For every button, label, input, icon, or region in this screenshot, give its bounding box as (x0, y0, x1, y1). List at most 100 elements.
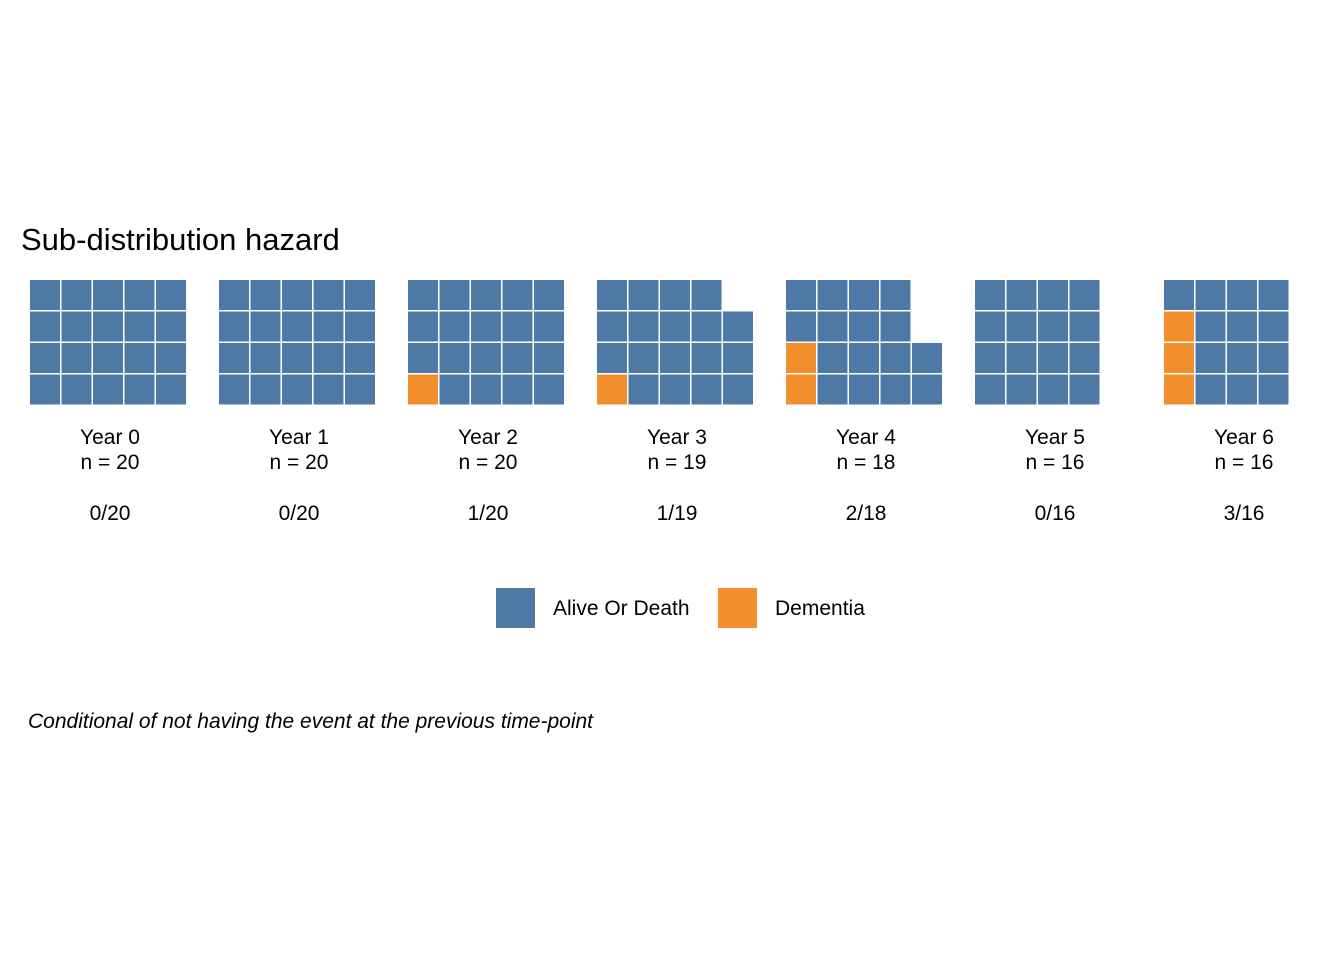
panel-year-6: Year 6 n = 16 3/16 (1164, 280, 1344, 530)
legend: Alive Or Death Dementia (0, 588, 1344, 628)
waffle-tile-alive-or-death (628, 343, 659, 373)
waffle-tile-alive-or-death (61, 374, 92, 405)
waffle-tile-dementia (597, 374, 627, 405)
waffle-tile-alive-or-death (219, 343, 249, 373)
waffle-tile-alive-or-death (61, 280, 92, 310)
waffle-tile-alive-or-death (502, 311, 533, 342)
panel-year-4: Year 4 n = 18 2/18 (786, 280, 986, 530)
waffle-tile-alive-or-death (975, 280, 1005, 310)
waffle-grid-year-4 (786, 280, 942, 405)
waffle-tile-alive-or-death (345, 374, 375, 405)
waffle-tile-alive-or-death (880, 280, 911, 310)
waffle-tile-alive-or-death (1195, 280, 1226, 310)
waffle-tile-alive-or-death (975, 343, 1005, 373)
waffle-tile-alive-or-death (124, 343, 155, 373)
waffle-grid-year-0 (30, 280, 186, 405)
waffle-tile-alive-or-death (61, 311, 92, 342)
waffle-tile-alive-or-death (219, 374, 249, 405)
waffle-tile-alive-or-death (534, 311, 564, 342)
waffle-tile-alive-or-death (219, 311, 249, 342)
waffle-tile-alive-or-death (93, 374, 123, 405)
waffle-tile-alive-or-death (1069, 311, 1100, 342)
waffle-tile-alive-or-death (439, 280, 470, 310)
waffle-tile-alive-or-death (1227, 374, 1257, 405)
panel-fraction-label: 3/16 (1223, 502, 1265, 525)
waffle-tile-alive-or-death (817, 343, 848, 373)
waffle-tile-alive-or-death (1038, 374, 1068, 405)
waffle-tile-alive-or-death (691, 311, 722, 342)
waffle-tile-alive-or-death (1038, 343, 1068, 373)
waffle-tile-alive-or-death (156, 343, 186, 373)
waffle-tile-alive-or-death (849, 311, 879, 342)
panel-year-label: Year 3 (647, 426, 707, 449)
waffle-tile-alive-or-death (880, 343, 911, 373)
waffle-tile-alive-or-death (124, 374, 155, 405)
waffle-tile-alive-or-death (1227, 343, 1257, 373)
waffle-tile-alive-or-death (250, 311, 281, 342)
waffle-tile-alive-or-death (660, 343, 690, 373)
waffle-tile-alive-or-death (313, 280, 344, 310)
waffle-tile-alive-or-death (1258, 374, 1289, 405)
waffle-tile-alive-or-death (1038, 280, 1068, 310)
waffle-tile-alive-or-death (250, 343, 281, 373)
panel-year-label: Year 1 (269, 426, 329, 449)
waffle-tile-alive-or-death (597, 280, 627, 310)
waffle-tile-alive-or-death (660, 374, 690, 405)
waffle-tile-alive-or-death (817, 311, 848, 342)
waffle-tile-alive-or-death (471, 374, 501, 405)
waffle-grid-year-5 (975, 280, 1100, 405)
panel-fraction-label: 2/18 (845, 502, 887, 525)
panel-n-label: n = 16 (1214, 451, 1274, 474)
panel-year-5: Year 5 n = 16 0/16 (975, 280, 1175, 530)
chart-title: Sub-distribution hazard (21, 222, 340, 257)
panel-year-label: Year 4 (836, 426, 896, 449)
waffle-tile-alive-or-death (1258, 343, 1289, 373)
waffle-tile-alive-or-death (250, 374, 281, 405)
waffle-tile-alive-or-death (471, 343, 501, 373)
waffle-grid-year-2 (408, 280, 564, 405)
waffle-tile-alive-or-death (439, 374, 470, 405)
waffle-tile-alive-or-death (313, 343, 344, 373)
chart-caption: Conditional of not having the event at t… (28, 710, 594, 733)
waffle-tile-dementia (786, 374, 816, 405)
panel-fraction-label: 0/16 (1034, 502, 1076, 525)
waffle-tile-alive-or-death (912, 343, 942, 373)
waffle-tile-alive-or-death (1069, 343, 1100, 373)
waffle-tile-alive-or-death (345, 311, 375, 342)
waffle-tile-alive-or-death (502, 343, 533, 373)
waffle-tile-alive-or-death (313, 374, 344, 405)
waffle-tile-alive-or-death (628, 374, 659, 405)
waffle-tile-alive-or-death (282, 311, 312, 342)
waffle-tile-dementia (1164, 343, 1194, 373)
waffle-tile-alive-or-death (408, 280, 438, 310)
waffle-tile-alive-or-death (30, 343, 60, 373)
waffle-tile-alive-or-death (534, 374, 564, 405)
waffle-tile-alive-or-death (723, 343, 753, 373)
waffle-tile-alive-or-death (786, 311, 816, 342)
waffle-tile-alive-or-death (660, 311, 690, 342)
waffle-tile-alive-or-death (93, 311, 123, 342)
legend-label-alive-or-death: Alive Or Death (553, 597, 690, 620)
waffle-tile-alive-or-death (124, 311, 155, 342)
waffle-tile-alive-or-death (723, 311, 753, 342)
panel-year-1: Year 1 n = 20 0/20 (219, 280, 419, 530)
panel-year-label: Year 2 (458, 426, 518, 449)
waffle-tile-alive-or-death (1038, 311, 1068, 342)
waffle-tile-alive-or-death (849, 374, 879, 405)
waffle-tile-alive-or-death (628, 280, 659, 310)
waffle-tile-alive-or-death (471, 280, 501, 310)
panel-year-3: Year 3 n = 19 1/19 (597, 280, 797, 530)
legend-key-dementia (718, 588, 757, 628)
waffle-tile-alive-or-death (439, 343, 470, 373)
waffle-tile-alive-or-death (1006, 311, 1037, 342)
panel-fraction-label: 1/20 (467, 502, 509, 525)
waffle-tile-alive-or-death (880, 311, 911, 342)
panel-n-label: n = 20 (458, 451, 518, 474)
waffle-tile-alive-or-death (1164, 280, 1194, 310)
waffle-tile-dementia (1164, 311, 1194, 342)
waffle-tile-alive-or-death (30, 311, 60, 342)
waffle-tile-alive-or-death (408, 343, 438, 373)
waffle-tile-alive-or-death (817, 280, 848, 310)
waffle-tile-alive-or-death (691, 343, 722, 373)
waffle-tile-alive-or-death (250, 280, 281, 310)
